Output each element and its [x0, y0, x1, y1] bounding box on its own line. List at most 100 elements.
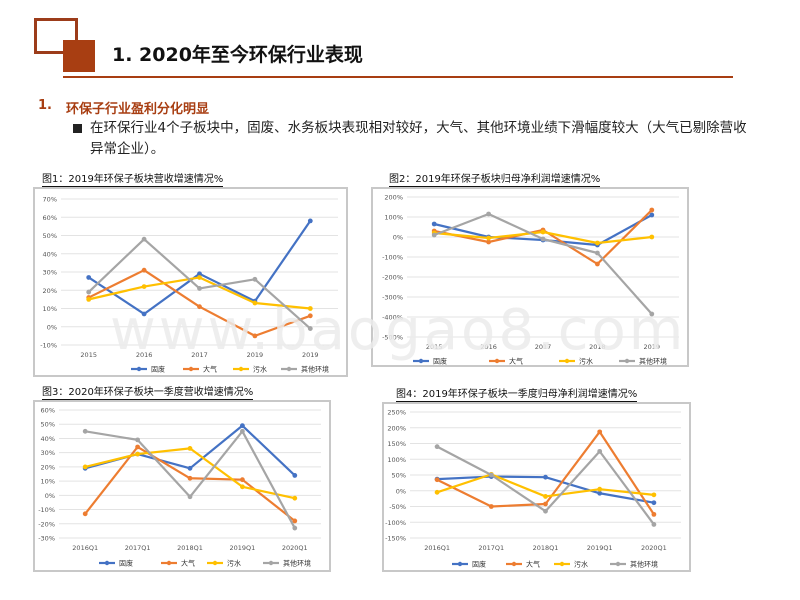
y-tick-label: 250% [387, 409, 406, 417]
y-tick-label: 50% [41, 421, 55, 429]
chart-3-svg: -30% -20% -10% 0% 10% 20% 30% 40% 50% 60% 2016Q1 20… [38, 407, 321, 568]
data-point [141, 311, 147, 317]
y-tick-label: 20% [43, 287, 57, 295]
legend-marker [511, 561, 517, 567]
chart-4-svg: -150% -100% -50% 0% 50% 100% 150% 200% 250% 2016Q… [385, 409, 681, 569]
chart-4-q1-profit-growth: -150% -100% -50% 0% 50% 100% 150% 200% 250% 2016Q… [382, 402, 691, 572]
legend-label: 污水 [579, 357, 593, 366]
x-tick-label: 2020Q1 [641, 544, 667, 552]
y-tick-label: 10% [43, 305, 57, 313]
data-point [197, 271, 202, 277]
data-point [240, 484, 245, 490]
data-point [292, 473, 298, 478]
y-tick-label: -100% [382, 254, 403, 262]
legend-marker [238, 366, 244, 372]
series-line-大气 [88, 269, 311, 337]
data-point [240, 423, 245, 429]
data-point [540, 229, 546, 235]
data-point [649, 212, 655, 218]
legend-label: 其他环境 [301, 365, 329, 374]
data-point [595, 250, 600, 256]
x-tick-label: 2016Q1 [72, 544, 98, 552]
data-point [486, 211, 491, 217]
chart-4-caption: 图4：2019年环保子板块一季度归母净利润增速情况% [396, 389, 638, 402]
x-tick-label: 2018Q1 [533, 544, 559, 552]
x-tick-label: 2015 [80, 351, 97, 359]
legend-marker [212, 560, 218, 566]
legend-marker [166, 560, 172, 566]
x-tick-label: 2019 [302, 351, 319, 359]
x-tick-label: 2019Q1 [587, 544, 613, 552]
y-tick-label: -300% [382, 294, 403, 302]
x-tick-label: 2016Q1 [424, 544, 450, 552]
chart-2-caption: 图2：2019年环保子板块归母净利润增速情况% [389, 174, 601, 187]
legend-label: 大气 [203, 365, 217, 374]
data-point [197, 275, 202, 280]
legend-label: 污水 [227, 559, 241, 568]
data-point [431, 221, 437, 227]
y-tick-label: -30% [38, 535, 55, 543]
chart-1-svg: -10% 0% 10% 20% 30% 40% 50% 60% 70% 2015 2016 2017 2… [40, 196, 338, 374]
data-point [82, 464, 88, 470]
y-tick-label: 10% [41, 478, 55, 486]
data-point [307, 218, 313, 224]
data-point [434, 489, 440, 495]
y-tick-label: -10% [40, 342, 57, 350]
legend-label: 大气 [526, 560, 540, 569]
data-point [135, 437, 140, 443]
data-point [86, 296, 92, 302]
bullet-square-icon [73, 124, 82, 133]
y-tick-label: 20% [41, 463, 55, 471]
x-tick-label: 2018Q1 [177, 544, 203, 552]
data-point [187, 446, 193, 451]
x-tick-label: 2017 [191, 351, 208, 359]
y-tick-label: 100% [384, 214, 403, 222]
y-tick-label: -500% [382, 334, 403, 342]
data-point [649, 311, 655, 317]
series-line-其他环境 [87, 238, 312, 330]
x-tick-label: 2017Q1 [478, 544, 504, 552]
data-point [651, 522, 657, 527]
y-tick-label: 200% [384, 194, 403, 202]
legend-marker [624, 358, 630, 364]
x-tick-label: 2018 [589, 343, 606, 351]
data-point [651, 511, 657, 517]
y-tick-label: 0% [47, 323, 57, 331]
x-tick-label: 2020Q1 [282, 544, 308, 552]
y-tick-label: 50% [392, 472, 406, 480]
chart-2-svg: -500% -400% -300% -200% -100% 0% 100% 200% 2015 2… [382, 194, 679, 366]
data-point [488, 504, 494, 509]
legend-marker [418, 358, 424, 364]
legend-marker [559, 561, 565, 567]
legend-marker [268, 560, 274, 566]
x-tick-label: 2015 [426, 343, 443, 351]
y-tick-label: -50% [389, 503, 406, 511]
data-point [543, 501, 548, 507]
y-tick-label: -150% [385, 535, 406, 543]
data-point [597, 448, 603, 454]
x-tick-label: 2019Q1 [230, 544, 256, 552]
page-title: 1. 2020年至今环保行业表现 [112, 44, 363, 66]
legend-label: 固废 [433, 357, 447, 366]
data-point [651, 492, 657, 498]
chart-2-profit-growth: -500% -400% -300% -200% -100% 0% 100% 200% 2015 2… [371, 187, 689, 367]
logo-square-fill [63, 40, 95, 72]
legend-label: 大气 [509, 357, 523, 366]
title-divider [63, 76, 733, 78]
x-tick-label: 2016 [480, 343, 497, 351]
y-tick-label: 30% [41, 449, 55, 457]
data-point [187, 475, 193, 481]
y-tick-label: -400% [382, 314, 403, 322]
y-tick-label: 60% [41, 407, 55, 415]
data-point [597, 429, 603, 435]
data-point [431, 232, 437, 238]
data-point [486, 235, 491, 241]
y-tick-label: 40% [41, 435, 55, 443]
legend-label: 固废 [151, 365, 165, 374]
data-point [595, 261, 600, 267]
data-point [543, 494, 548, 499]
y-tick-label: 50% [43, 232, 57, 240]
y-tick-label: 200% [387, 424, 406, 432]
data-point [141, 236, 147, 242]
data-point [141, 267, 147, 273]
